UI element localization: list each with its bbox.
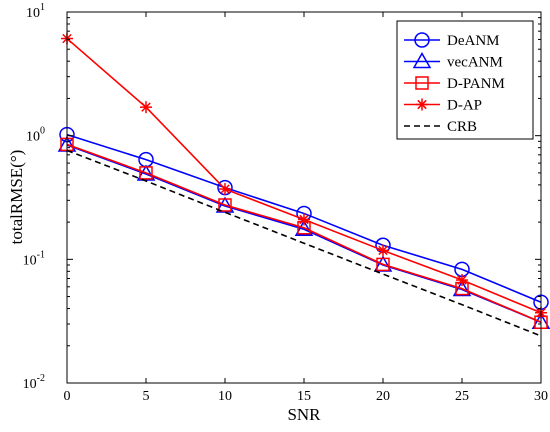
x-tick-label: 20 [376,389,390,404]
legend: DeANM vecANM D-PANM D-AP CRB [396,20,534,140]
x-axis-label: SNR [287,405,321,424]
y-axis-label: totalRMSE(°) [7,150,26,245]
legend-item-d-ap: D-AP [404,98,482,114]
series-d-panm [60,137,548,329]
asterisk-stroke [299,214,309,225]
x-tick-label: 0 [64,389,71,404]
legend-label-crb: CRB [447,119,477,135]
data-point-d-panm [218,198,232,212]
asterisk-stroke [378,245,388,256]
legend-label-deanm: DeANM [447,33,500,49]
y-tick-label-base: 10 [26,130,40,145]
y-tick-label-base: 10 [23,253,37,268]
x-tick-label: 25 [455,389,469,404]
asterisk-stroke [457,275,467,285]
data-point-vecanm [452,280,472,297]
data-point-vecanm [136,164,156,181]
asterisk-stroke [141,102,151,112]
data-point-d-ap [219,183,231,196]
legend-item-crb: CRB [404,119,477,135]
data-point-d-panm [139,166,153,180]
legend-label-vecanm: vecANM [447,55,503,71]
data-point-vecanm [215,196,235,213]
x-tick-label: 5 [143,389,150,404]
y-tick-label-exponent: -1 [37,249,45,260]
y-tick-label: 10-1 [23,249,45,268]
series-line-d-panm [66,143,542,323]
legend-label-d-ap: D-AP [447,98,482,114]
y-tick-label: 10-2 [23,373,45,392]
y-tick-label-exponent: 1 [40,2,45,13]
data-point-d-ap [456,274,468,287]
series-crb [66,149,542,337]
data-point-d-panm [376,257,390,272]
legend-item-vecanm: vecANM [404,51,503,71]
legend-item-deanm: DeANM [404,32,500,49]
y-tick-label: 100 [26,126,45,145]
y-tick-label-exponent: 0 [40,126,45,137]
data-point-vecanm [294,219,314,237]
legend-label-d-panm: D-PANM [447,76,505,92]
series-line-vecanm [66,144,542,323]
series-line-crb [66,149,542,337]
x-tick-label: 10 [218,389,232,404]
x-tick-label: 30 [534,389,548,404]
y-tick-label: 101 [26,2,45,21]
y-tick-label-base: 10 [26,6,40,21]
data-point-d-ap [377,244,389,257]
legend-marker-vecanm [412,51,432,69]
legend-marker-deanm [414,32,430,48]
data-point-d-ap [140,101,152,114]
y-tick-label-exponent: -2 [37,373,45,384]
legend-item-d-panm: D-PANM [404,76,505,92]
data-point-d-ap [298,213,310,226]
x-tick-label: 15 [297,389,311,404]
legend-marker-d-ap [416,98,428,111]
legend-marker-d-panm [415,76,429,90]
asterisk-stroke [220,184,230,194]
y-tick-label-base: 10 [23,377,37,392]
series-line-deanm [66,133,542,303]
asterisk-stroke [417,99,427,110]
